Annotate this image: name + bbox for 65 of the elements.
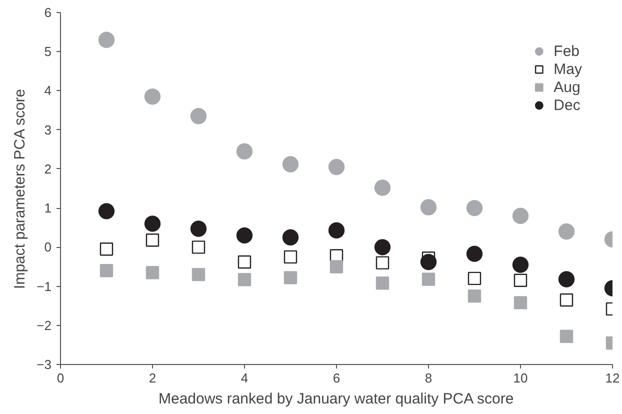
y-tick-label: 4 — [44, 83, 52, 98]
point — [282, 229, 299, 246]
point — [376, 276, 390, 290]
y-axis-title: Impact parameters PCA score — [12, 88, 29, 289]
point — [376, 256, 390, 270]
point — [330, 260, 344, 274]
point — [192, 240, 206, 254]
point — [98, 203, 115, 220]
y-tick-label: 3 — [44, 122, 52, 138]
point — [236, 143, 253, 160]
point — [146, 266, 160, 280]
point — [192, 268, 206, 282]
y-tick-label: 6 — [44, 5, 52, 20]
point — [468, 289, 482, 303]
point — [328, 158, 345, 176]
point — [146, 234, 160, 247]
x-tick-label: 4 — [240, 370, 248, 386]
point — [558, 271, 575, 288]
point — [238, 255, 252, 269]
point — [100, 242, 114, 256]
legend-label: May — [554, 60, 582, 78]
x-tick-label: 6 — [332, 370, 340, 386]
y-tick-label: 0 — [44, 240, 52, 255]
point — [468, 272, 482, 286]
point — [420, 199, 437, 216]
x-tick-label: 8 — [424, 370, 432, 386]
point — [238, 273, 252, 286]
y-tick-label: 1 — [44, 200, 52, 216]
legend-label: Aug — [554, 78, 580, 96]
point — [558, 223, 575, 240]
point — [374, 239, 391, 256]
y-tick-label: 5 — [44, 44, 52, 60]
point — [466, 246, 483, 262]
point — [466, 200, 483, 216]
point — [560, 330, 574, 343]
y-tick-label: −1 — [36, 278, 52, 294]
y-tick-label: −2 — [36, 318, 52, 333]
x-tick-label: 2 — [148, 370, 156, 386]
point — [512, 256, 529, 273]
point — [100, 264, 114, 278]
point — [420, 254, 437, 270]
point — [284, 271, 298, 284]
point — [422, 272, 436, 286]
point — [514, 274, 528, 288]
x-axis-title: Meadows ranked by January water quality PCA score — [158, 390, 514, 408]
point — [328, 222, 345, 238]
point — [284, 250, 298, 264]
point — [144, 88, 161, 105]
y-tick-label: 2 — [44, 161, 52, 176]
point — [190, 108, 207, 124]
legend-label: Feb — [554, 42, 580, 60]
point — [190, 220, 207, 237]
point — [144, 216, 161, 232]
point — [282, 156, 299, 172]
point — [98, 32, 115, 48]
point — [512, 208, 529, 224]
legend-label: Dec — [554, 96, 580, 114]
x-tick-label: 12 — [605, 370, 620, 386]
point — [514, 296, 528, 310]
y-tick-label: −3 — [36, 357, 52, 372]
x-tick-label: 0 — [56, 370, 64, 386]
point — [236, 227, 253, 244]
point — [560, 293, 574, 307]
point — [374, 180, 391, 196]
x-tick-label: 10 — [513, 370, 528, 386]
